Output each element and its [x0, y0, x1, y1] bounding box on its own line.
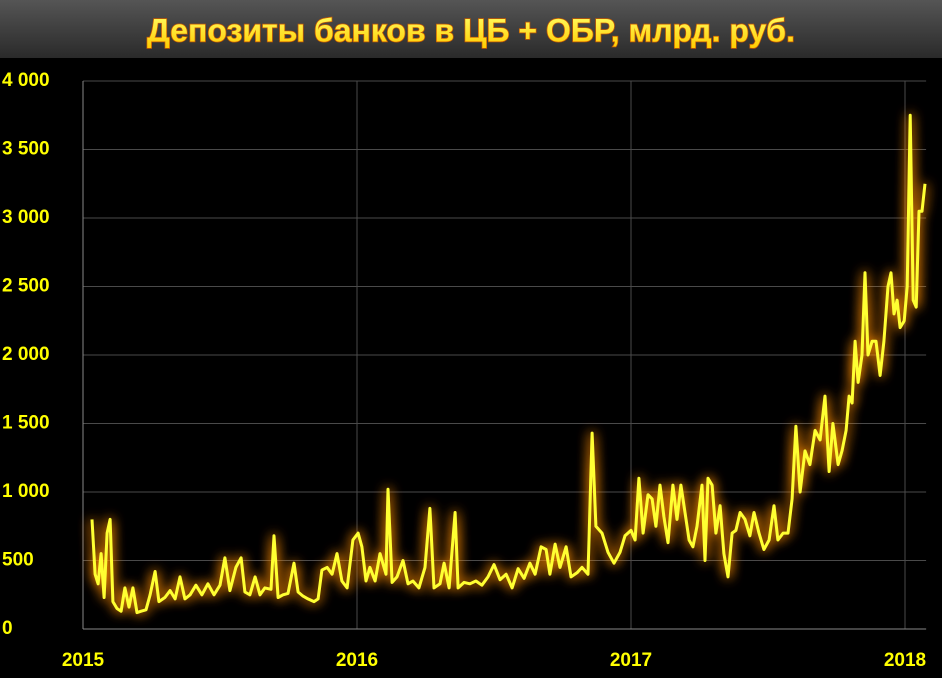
y-tick-label: 1 500: [2, 413, 50, 434]
y-tick-label: 3 500: [2, 139, 50, 160]
y-tick-label: 2 000: [2, 344, 50, 365]
y-tick-label: 0: [2, 618, 13, 639]
y-tick-label: 1 000: [2, 481, 50, 502]
x-tick-label: 2018: [884, 650, 926, 671]
chart-title: Депозиты банков в ЦБ + ОБР, млрд. руб.: [147, 12, 795, 48]
y-tick-label: 4 000: [2, 70, 50, 91]
data-line: [90, 113, 927, 615]
title-bar: [0, 0, 942, 58]
x-tick-label: 2016: [336, 650, 378, 671]
x-tick-label: 2017: [610, 650, 652, 671]
y-tick-label: 2 500: [2, 276, 50, 297]
y-tick-label: 500: [2, 550, 34, 571]
y-tick-label: 3 000: [2, 207, 50, 228]
x-tick-label: 2015: [62, 650, 105, 671]
